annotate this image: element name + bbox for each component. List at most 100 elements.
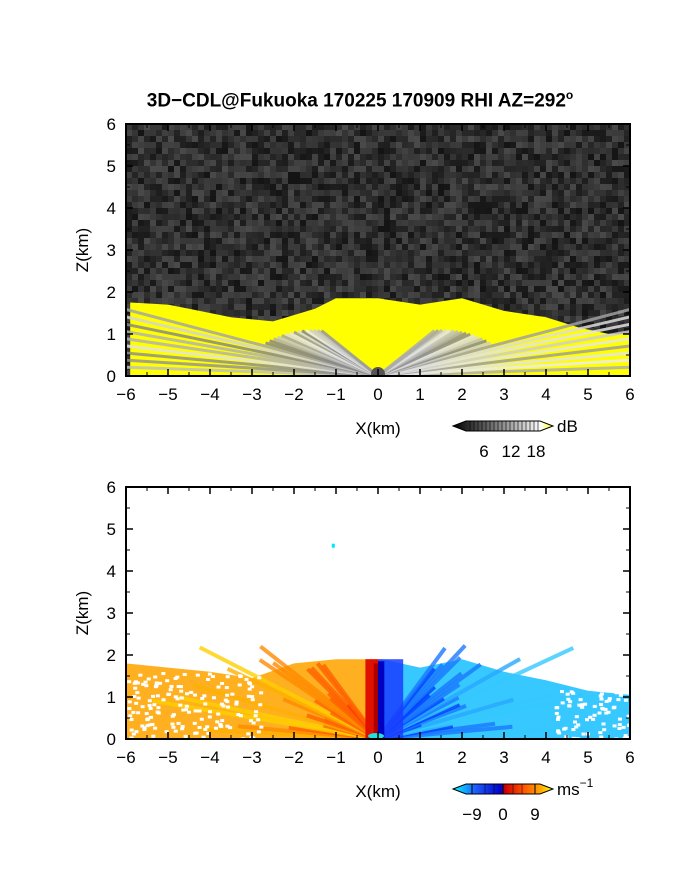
- noise-cell: [264, 298, 270, 304]
- noise-cell: [606, 160, 612, 166]
- noise-cell: [552, 154, 558, 160]
- noise-cell: [222, 310, 228, 316]
- noise-cell: [582, 166, 588, 172]
- noise-cell: [216, 148, 222, 154]
- noise-cell: [216, 262, 222, 268]
- noise-cell: [468, 136, 474, 142]
- noise-cell: [564, 136, 570, 142]
- x-tick-label: −6: [116, 748, 135, 767]
- noise-cell: [126, 190, 132, 196]
- noise-cell: [384, 124, 390, 130]
- noise-cell: [408, 280, 414, 286]
- noise-cell: [150, 238, 156, 244]
- noise-cell: [576, 172, 582, 178]
- noise-cell: [504, 124, 510, 130]
- noise-cell: [396, 238, 402, 244]
- noise-cell: [408, 262, 414, 268]
- noise-cell: [174, 268, 180, 274]
- noise-cell: [132, 172, 138, 178]
- noise-cell: [582, 178, 588, 184]
- noise-cell: [396, 256, 402, 262]
- noise-cell: [510, 226, 516, 232]
- noise-cell: [264, 280, 270, 286]
- noise-cell: [306, 124, 312, 130]
- noise-cell: [504, 142, 510, 148]
- noise-cell: [528, 184, 534, 190]
- noise-cell: [606, 184, 612, 190]
- noise-cell: [534, 292, 540, 298]
- noise-cell: [144, 220, 150, 226]
- noise-cell: [180, 202, 186, 208]
- noise-cell: [384, 274, 390, 280]
- noise-cell: [474, 238, 480, 244]
- noise-cell: [390, 178, 396, 184]
- noise-cell: [426, 208, 432, 214]
- noise-cell: [192, 268, 198, 274]
- noise-cell: [576, 214, 582, 220]
- noise-cell: [618, 226, 624, 232]
- noise-cell: [252, 316, 258, 322]
- noise-cell: [522, 310, 528, 316]
- noise-cell: [126, 304, 132, 310]
- velocity-missing-pixel: [607, 697, 612, 701]
- snr-colorbar-tick-label: 6: [479, 442, 488, 461]
- noise-cell: [390, 244, 396, 250]
- noise-cell: [294, 292, 300, 298]
- noise-cell: [330, 250, 336, 256]
- noise-cell: [174, 130, 180, 136]
- noise-cell: [264, 226, 270, 232]
- snr-x-axis-label: X(km): [355, 419, 400, 438]
- noise-cell: [306, 154, 312, 160]
- noise-cell: [276, 154, 282, 160]
- velocity-missing-pixel: [133, 686, 138, 690]
- velocity-missing-pixel: [170, 714, 175, 718]
- noise-cell: [378, 268, 384, 274]
- noise-cell: [426, 178, 432, 184]
- noise-cell: [192, 148, 198, 154]
- noise-cell: [222, 286, 228, 292]
- noise-cell: [372, 238, 378, 244]
- noise-cell: [420, 268, 426, 274]
- noise-cell: [438, 250, 444, 256]
- noise-cell: [552, 196, 558, 202]
- noise-cell: [300, 124, 306, 130]
- velocity-missing-pixel: [581, 732, 586, 736]
- noise-cell: [486, 154, 492, 160]
- velocity-missing-pixel: [143, 680, 148, 684]
- noise-cell: [510, 136, 516, 142]
- noise-cell: [312, 184, 318, 190]
- noise-cell: [384, 178, 390, 184]
- noise-cell: [594, 250, 600, 256]
- noise-cell: [492, 250, 498, 256]
- noise-cell: [210, 214, 216, 220]
- noise-cell: [300, 202, 306, 208]
- noise-cell: [258, 238, 264, 244]
- noise-cell: [360, 136, 366, 142]
- noise-cell: [324, 220, 330, 226]
- noise-cell: [126, 334, 132, 340]
- noise-cell: [222, 142, 228, 148]
- noise-cell: [390, 256, 396, 262]
- noise-cell: [348, 154, 354, 160]
- noise-cell: [474, 298, 480, 304]
- noise-cell: [270, 154, 276, 160]
- noise-cell: [234, 172, 240, 178]
- noise-cell: [594, 208, 600, 214]
- noise-cell: [132, 124, 138, 130]
- noise-cell: [192, 250, 198, 256]
- noise-cell: [420, 244, 426, 250]
- noise-cell: [480, 136, 486, 142]
- noise-cell: [504, 256, 510, 262]
- noise-cell: [378, 202, 384, 208]
- noise-cell: [606, 226, 612, 232]
- velocity-missing-pixel: [564, 735, 569, 739]
- noise-cell: [492, 214, 498, 220]
- noise-cell: [180, 298, 186, 304]
- noise-cell: [522, 142, 528, 148]
- noise-cell: [456, 136, 462, 142]
- noise-cell: [306, 208, 312, 214]
- noise-cell: [486, 184, 492, 190]
- noise-cell: [492, 232, 498, 238]
- x-tick-label: −2: [284, 385, 303, 404]
- noise-cell: [438, 184, 444, 190]
